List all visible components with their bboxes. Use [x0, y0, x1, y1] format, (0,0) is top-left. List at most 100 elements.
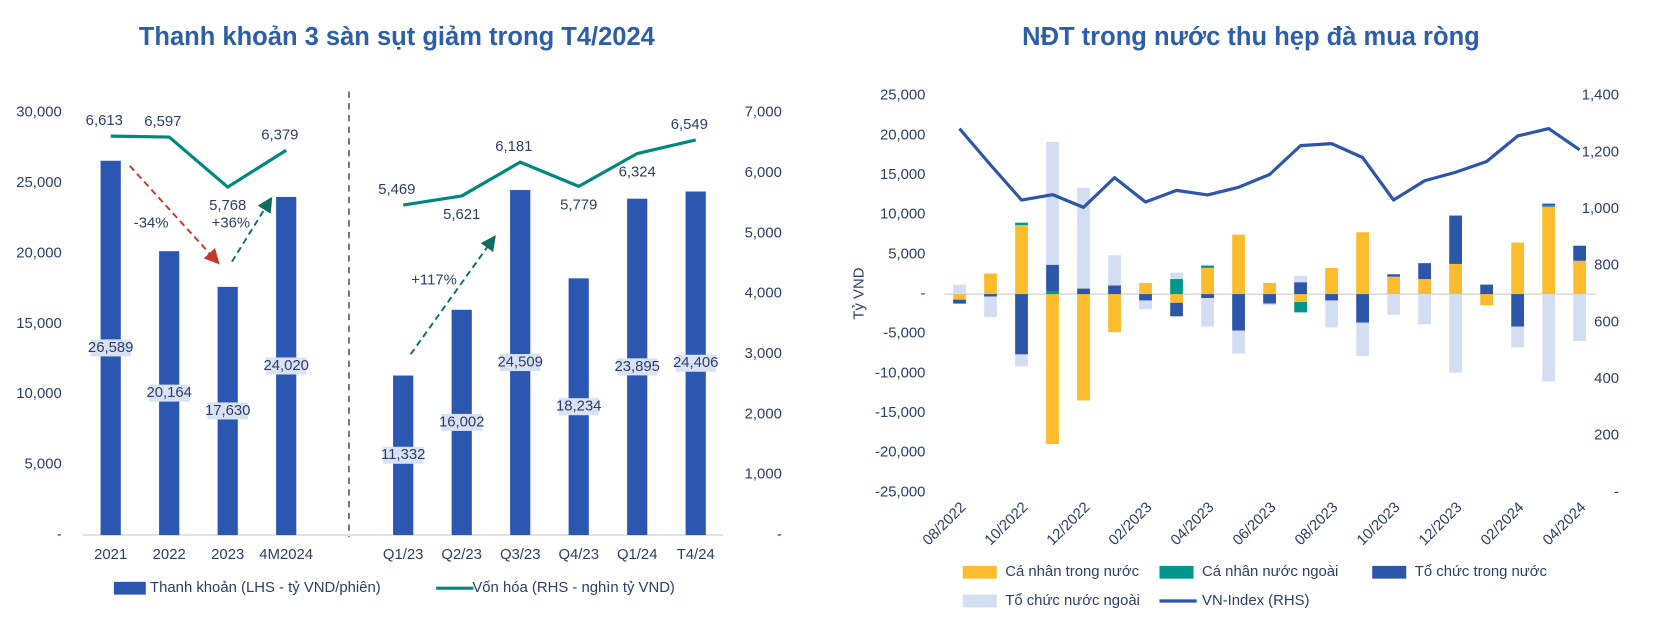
y2-tick-label: 3,000	[745, 346, 782, 362]
y-tick-label: 25,000	[16, 175, 62, 191]
bar	[1263, 282, 1276, 295]
line-value-label: 6,597	[144, 114, 181, 130]
bar	[1232, 330, 1245, 354]
value-label: 16,002	[439, 414, 485, 430]
bar	[1263, 303, 1276, 306]
y-tick-label: -15,000	[875, 405, 925, 421]
bar	[1232, 294, 1245, 331]
line	[110, 134, 697, 207]
annotation: +117%	[411, 273, 457, 289]
x-tick-label: Q4/23	[558, 547, 599, 563]
y-tick-label: -25,000	[875, 484, 925, 500]
bar	[1511, 242, 1525, 295]
value-label-box	[207, 402, 248, 420]
value-label-box	[265, 357, 307, 375]
y2-tick-label: 600	[1594, 314, 1619, 330]
value-label-box	[675, 354, 716, 372]
x-tick-label: Q1/24	[617, 547, 658, 563]
value-label: 18,234	[556, 399, 602, 415]
bar	[984, 294, 997, 297]
bar	[1139, 300, 1152, 310]
legend-label: Cá nhân nước ngoài	[1202, 564, 1338, 580]
bar	[1325, 300, 1338, 328]
bar	[1015, 222, 1028, 226]
y2-tick-label: 800	[1594, 258, 1619, 274]
bar	[1139, 294, 1152, 301]
bar	[1480, 284, 1494, 295]
bar	[1015, 225, 1028, 295]
y2-tick-label: 4,000	[745, 286, 782, 302]
bar	[1294, 282, 1307, 295]
annotation-arrow	[231, 196, 273, 263]
bar	[1046, 294, 1059, 445]
x-tick-label: Q3/23	[500, 547, 541, 563]
y-tick-label: -20,000	[875, 445, 925, 461]
chart-title: Thanh khoản 3 sàn sụt giảm trong T4/2024	[139, 23, 656, 51]
legend-label: Vốn hóa (RHS - nghìn tỷ VND)	[472, 580, 675, 596]
y-tick-label: 20,000	[880, 127, 926, 143]
y-tick-label: -10,000	[875, 365, 925, 381]
bar	[953, 294, 966, 300]
bar	[1077, 187, 1090, 289]
value-label-box	[148, 384, 190, 402]
legend-label: Cá nhân trong nước	[1005, 564, 1139, 580]
bar	[984, 296, 997, 318]
bar	[1201, 267, 1214, 295]
value-label-box	[441, 413, 482, 431]
y2-tick-label: 1,200	[1582, 144, 1619, 160]
bar	[1170, 294, 1183, 303]
value-label-box	[382, 446, 424, 464]
x-tick-label: 4M2024	[259, 547, 313, 563]
line-value-label: 5,469	[378, 182, 415, 198]
x-tick-label: Q2/23	[441, 547, 482, 563]
bar	[1201, 298, 1214, 327]
y2-tick-label: 1,400	[1582, 88, 1619, 104]
bar	[953, 299, 966, 304]
bar	[1573, 260, 1587, 295]
annotation: -34%	[134, 215, 169, 231]
x-tick-label: T4/24	[677, 547, 715, 563]
bar	[1170, 279, 1183, 295]
bar	[1294, 294, 1307, 303]
line-value-label: 6,379	[261, 127, 298, 143]
bar	[1542, 205, 1556, 207]
y-tick-label: 15,000	[16, 316, 62, 332]
bar	[1387, 294, 1400, 315]
y-tick-label: -5,000	[883, 326, 925, 342]
bar	[1387, 274, 1400, 277]
bar	[984, 273, 997, 295]
bar	[1015, 354, 1028, 367]
bar	[1108, 255, 1121, 286]
bar	[953, 284, 966, 295]
bar	[1325, 294, 1338, 301]
bar	[1542, 203, 1556, 206]
line-value-label: 6,613	[86, 113, 123, 129]
x-tick-label: 2023	[211, 547, 244, 563]
y-tick-label: -	[57, 527, 62, 543]
bar	[1511, 294, 1525, 327]
bar	[1511, 326, 1525, 348]
y2-tick-label: 2,000	[745, 406, 782, 422]
bar	[1418, 279, 1431, 295]
bar	[1449, 294, 1462, 373]
annotation-arrow	[409, 235, 496, 355]
line-value-label: 6,181	[495, 139, 532, 155]
y-tick-label: 15,000	[880, 167, 926, 183]
bar	[1170, 302, 1183, 317]
y-tick-label: 30,000	[16, 105, 62, 121]
bar	[1356, 294, 1369, 323]
value-label: 24,509	[497, 354, 542, 370]
y-tick-label: 20,000	[16, 245, 62, 261]
bar	[1046, 264, 1059, 292]
y2-tick-label: -	[1614, 484, 1619, 500]
value-label: 20,164	[146, 385, 192, 401]
bar	[1449, 215, 1462, 264]
legend-label: Tổ chức nước ngoài	[1005, 593, 1140, 609]
legend-swatch	[113, 581, 146, 595]
y2-tick-label: 400	[1594, 371, 1619, 387]
y2-tick-label: 7,000	[745, 105, 782, 121]
bar	[1170, 272, 1183, 280]
bar	[1294, 302, 1307, 313]
